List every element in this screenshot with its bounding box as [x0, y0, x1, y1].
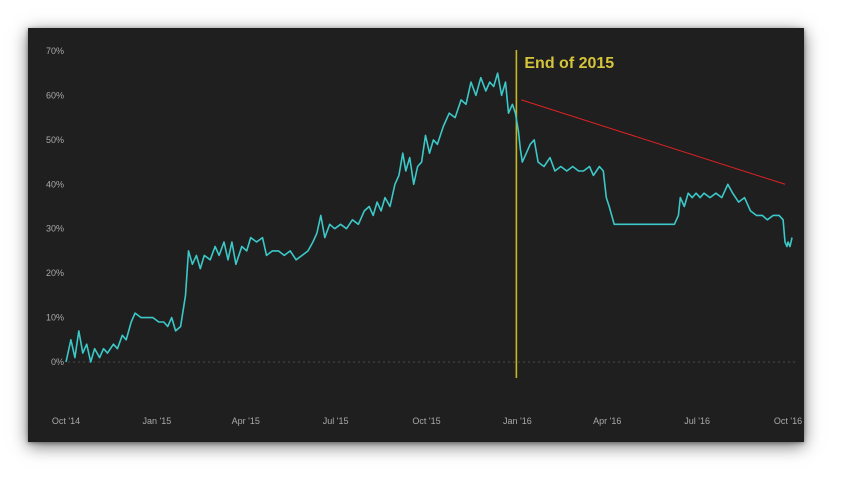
y-tick-label: 30% [46, 224, 64, 234]
x-tick-label: Jul '16 [684, 416, 710, 426]
y-tick-label: 0% [51, 357, 64, 367]
y-tick-label: 10% [46, 313, 64, 323]
y-tick-label: 40% [46, 179, 64, 189]
y-tick-label: 50% [46, 135, 64, 145]
y-tick-label: 60% [46, 90, 64, 100]
x-tick-label: Oct '15 [412, 416, 440, 426]
x-tick-label: Apr '15 [232, 416, 260, 426]
line-chart: 0% 10% 20% 30% 40% 50% 60% 70% Oct '14 Jan '15 Ap… [46, 46, 802, 426]
x-tick-label: Jul '15 [323, 416, 349, 426]
x-tick-label: Apr '16 [593, 416, 621, 426]
end-of-2015-label: End of 2015 [524, 55, 614, 72]
x-tick-label: Jan '15 [142, 416, 171, 426]
trend-line [521, 99, 786, 185]
x-tick-label: Oct '14 [52, 416, 80, 426]
series-line [65, 72, 793, 363]
chart-panel: 0% 10% 20% 30% 40% 50% 60% 70% Oct '14 Jan '15 Ap… [28, 28, 804, 442]
y-axis: 0% 10% 20% 30% 40% 50% 60% 70% [46, 46, 64, 367]
x-axis: Oct '14 Jan '15 Apr '15 Jul '15 Oct '15 Jan '… [52, 416, 802, 426]
x-tick-label: Jan '16 [503, 416, 532, 426]
x-tick-label: Oct '16 [774, 416, 802, 426]
y-tick-label: 70% [46, 46, 64, 56]
y-tick-label: 20% [46, 268, 64, 278]
